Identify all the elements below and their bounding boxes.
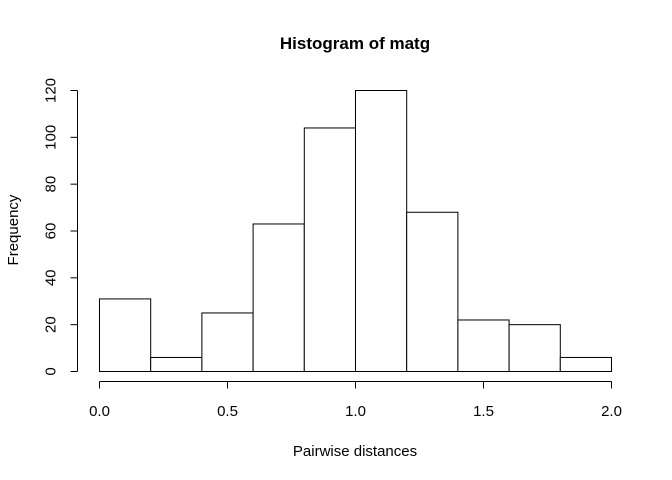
histogram-bar — [457, 319, 510, 373]
histogram-bar — [150, 356, 203, 373]
y-tick-label: 80 — [43, 176, 60, 193]
y-axis: 0 20 40 60 80 100 120 — [43, 78, 78, 376]
y-tick-label: 40 — [43, 269, 60, 286]
y-tick-label: 100 — [43, 125, 60, 150]
x-tick-label: 1.0 — [345, 403, 366, 420]
x-axis: 0.0 0.5 1.0 1.5 2.0 — [89, 381, 622, 420]
x-tick-label: 2.0 — [601, 403, 622, 420]
histogram-bar — [508, 324, 561, 372]
histogram-bar — [303, 127, 356, 373]
x-tick-label: 0.0 — [89, 403, 110, 420]
y-axis-label: Frequency — [5, 194, 22, 265]
y-tick-label: 120 — [43, 78, 60, 103]
x-tick-label: 1.5 — [473, 403, 494, 420]
histogram-bar — [252, 223, 305, 372]
histogram-bar — [355, 90, 408, 372]
y-tick-label: 60 — [43, 223, 60, 240]
y-tick-label: 0 — [43, 367, 60, 375]
x-tick-label: 0.5 — [217, 403, 238, 420]
histogram-bar — [99, 298, 152, 372]
histogram-bar — [201, 312, 254, 373]
y-tick-label: 20 — [43, 316, 60, 333]
chart-title: Histogram of matg — [280, 34, 430, 53]
x-axis-label: Pairwise distances — [293, 443, 417, 460]
histogram-bar — [406, 211, 459, 372]
histogram-bar — [559, 356, 612, 373]
bars-group — [99, 90, 612, 373]
